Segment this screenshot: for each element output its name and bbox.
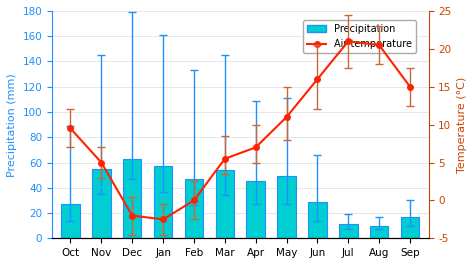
- Y-axis label: Precipitation (mm): Precipitation (mm): [7, 73, 17, 176]
- Bar: [370, 226, 388, 238]
- Bar: [123, 159, 141, 238]
- Bar: [277, 176, 296, 238]
- Y-axis label: Temperature (°C): Temperature (°C): [457, 77, 467, 173]
- Bar: [216, 170, 234, 238]
- Bar: [339, 224, 357, 238]
- Bar: [308, 202, 327, 238]
- Bar: [154, 166, 173, 238]
- Bar: [246, 182, 265, 238]
- Legend: Precipitation, Air temperature: Precipitation, Air temperature: [303, 20, 416, 53]
- Bar: [185, 179, 203, 238]
- Bar: [61, 204, 80, 238]
- Bar: [92, 169, 110, 238]
- Bar: [401, 217, 419, 238]
